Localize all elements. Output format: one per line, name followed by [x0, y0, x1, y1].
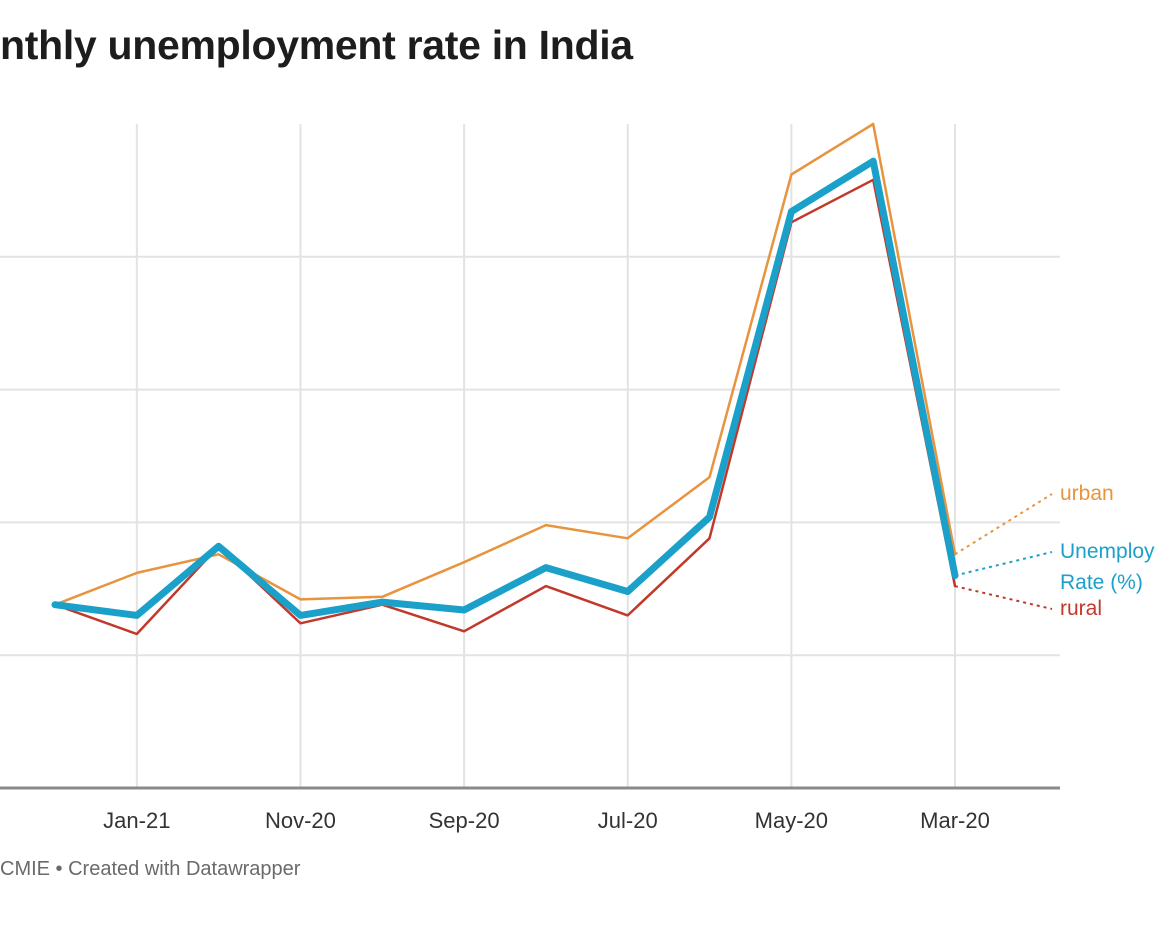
chart-title: nthly unemployment rate in India	[0, 22, 633, 68]
horizontal-gridlines	[0, 255, 1060, 657]
series-line	[51, 157, 959, 619]
series-label: urban	[1060, 482, 1114, 505]
x-tick-label: May-20	[755, 808, 828, 833]
chart-source-note: CMIE • Created with Datawrapper	[0, 858, 301, 880]
x-tick-label: Sep-20	[429, 808, 500, 833]
series-label: Rate (%)	[1060, 571, 1143, 594]
x-axis-tick-labels: Jan-21 Nov-20 Sep-20 Jul-20 May-20 Mar-20	[103, 808, 990, 833]
series-label: rural	[1060, 597, 1102, 620]
x-tick-label: Jul-20	[598, 808, 658, 833]
x-tick-label: Jan-21	[103, 808, 170, 833]
vertical-gridlines	[135, 124, 956, 788]
series-lines	[51, 122, 959, 636]
series-leader-line	[954, 551, 1053, 577]
x-tick-label: Mar-20	[920, 808, 990, 833]
series-labels: urban Unemploy Rate (%) rural	[1060, 482, 1155, 620]
series-label-leaders	[954, 493, 1053, 610]
x-tick-label: Nov-20	[265, 808, 336, 833]
series-leader-line	[954, 585, 1053, 610]
series-line	[53, 178, 957, 636]
series-leader-line	[954, 493, 1053, 556]
series-label: Unemploy	[1060, 540, 1155, 563]
